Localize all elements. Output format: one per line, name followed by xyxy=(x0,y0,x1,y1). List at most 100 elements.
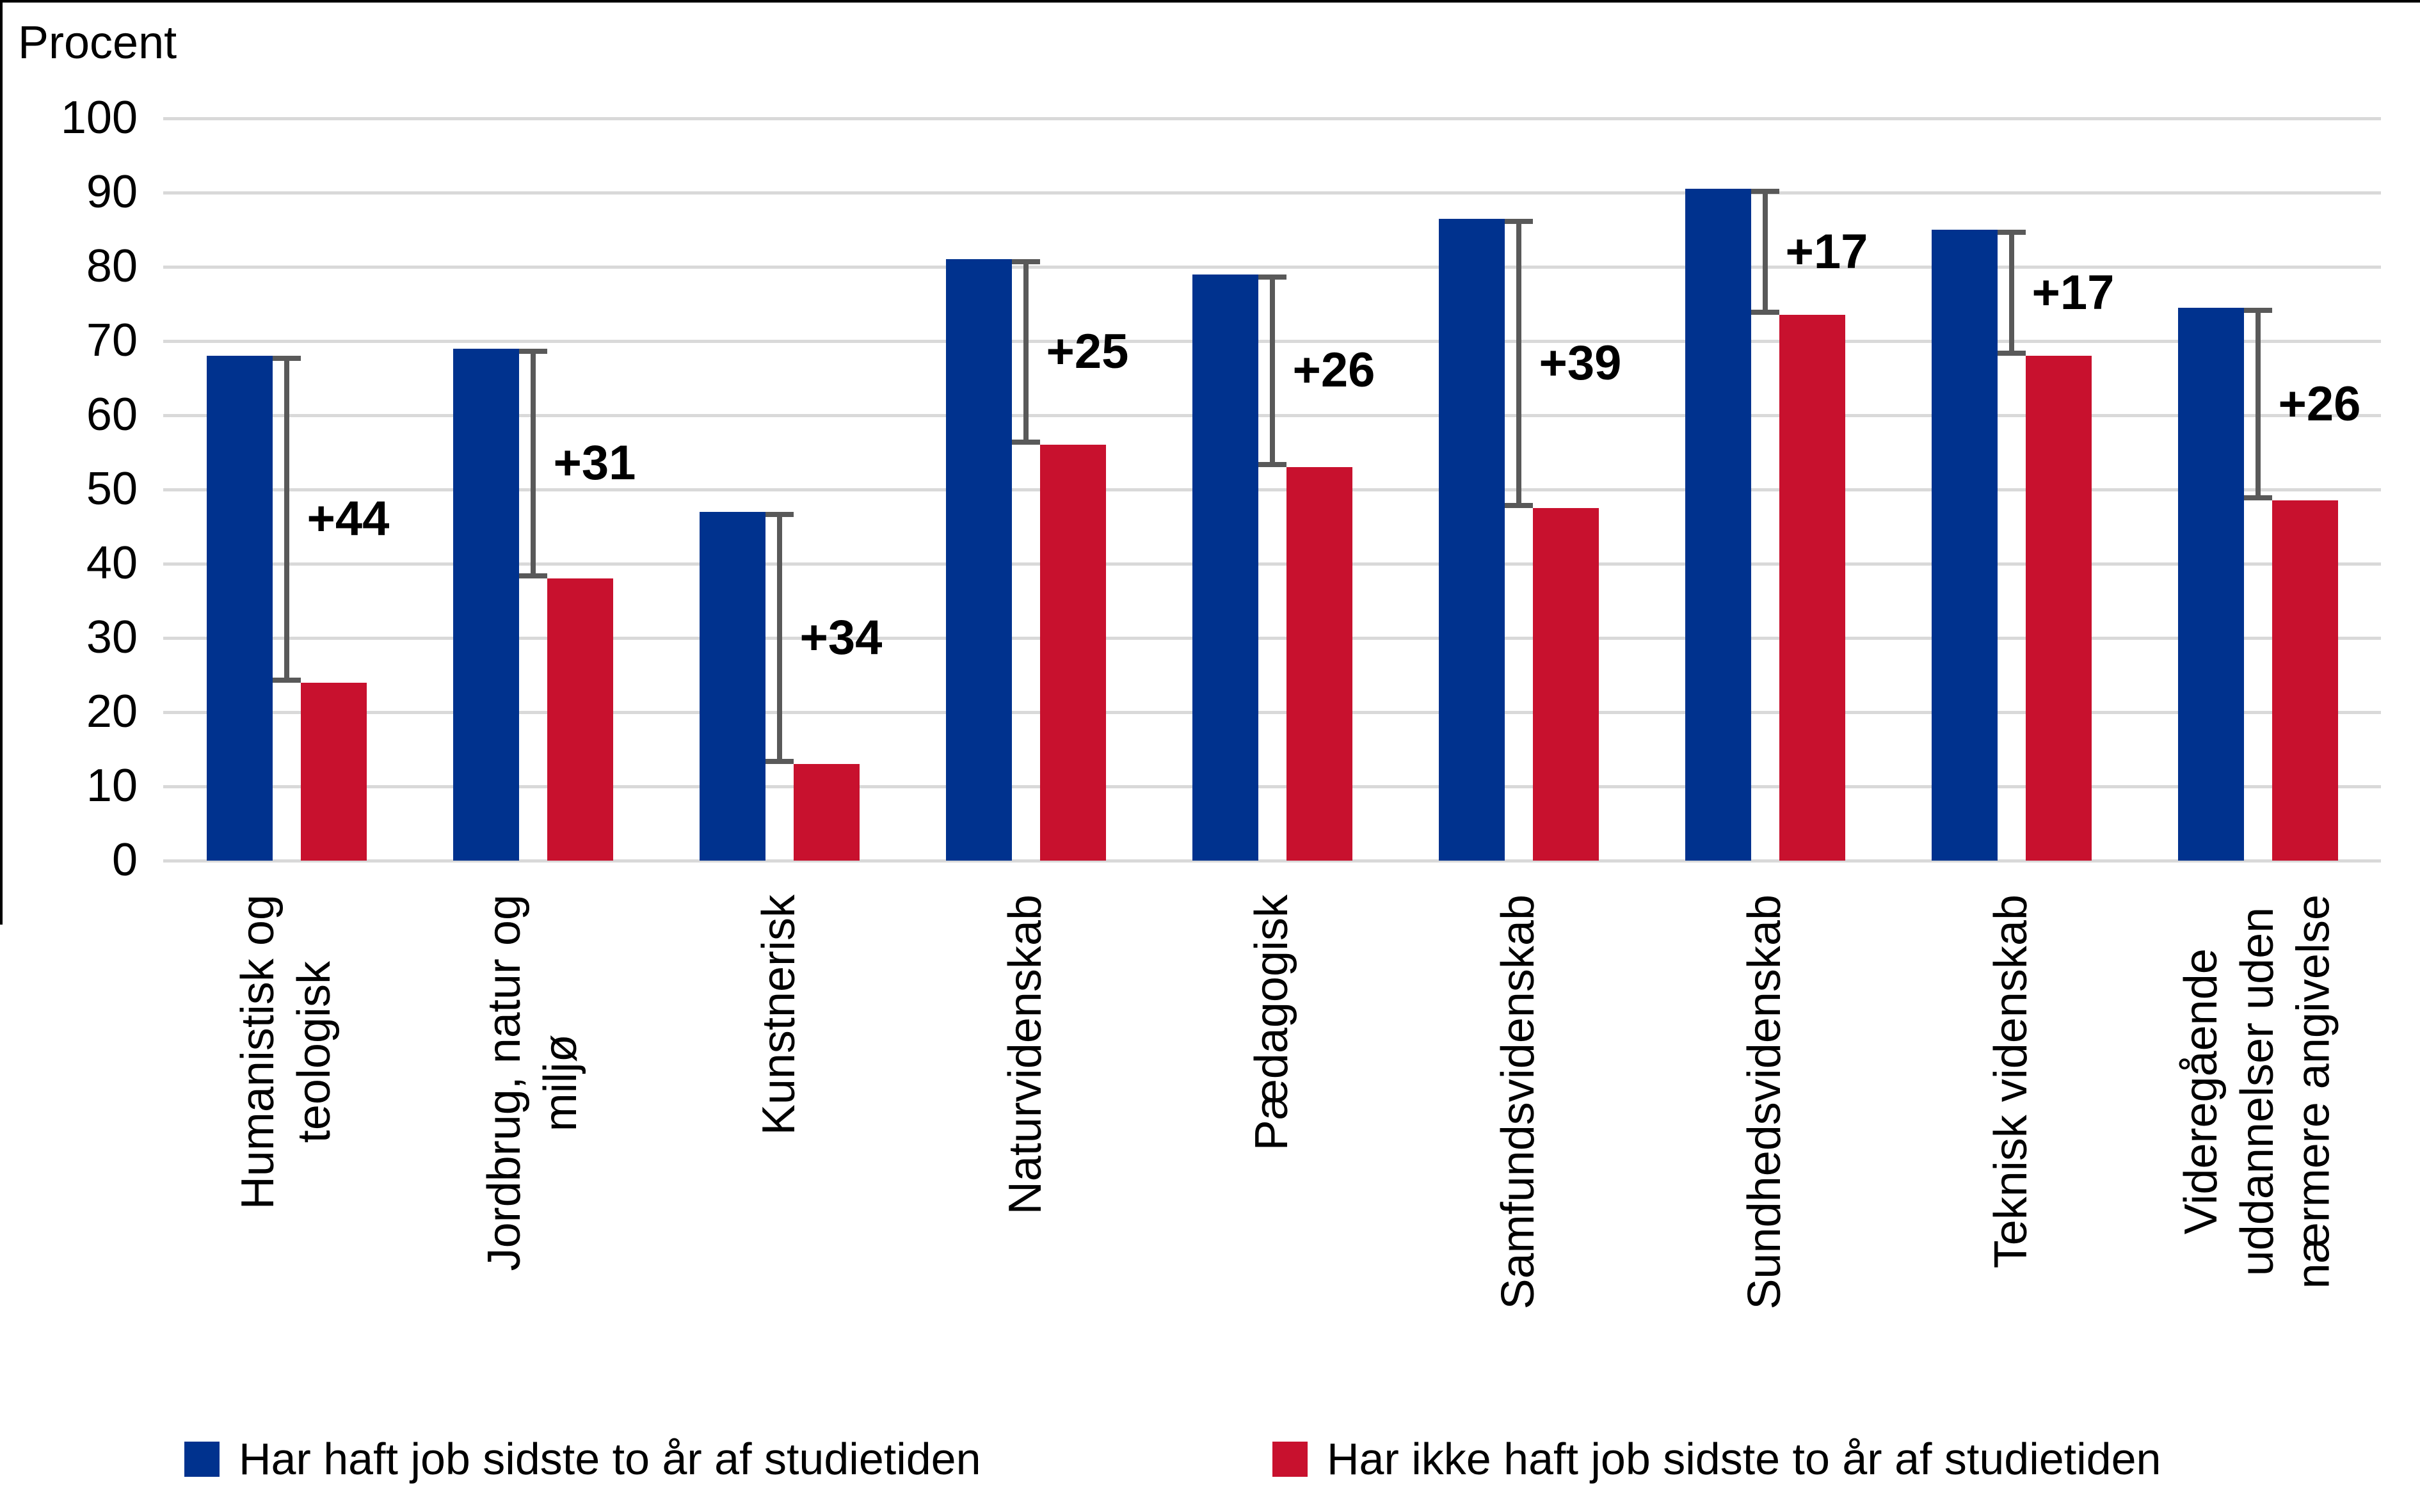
gridline xyxy=(163,191,2381,195)
diff-bracket-cap-bottom xyxy=(2243,495,2272,501)
x-axis-label-cell: Humanistisk og teologisk xyxy=(163,895,410,1387)
x-axis-label: Videregående uddannelser uden nærmere an… xyxy=(2175,895,2339,1289)
diff-label: +25 xyxy=(1046,324,1129,379)
diff-bracket-line xyxy=(1762,189,1768,315)
diff-bracket-line xyxy=(1516,218,1521,508)
y-tick-label: 80 xyxy=(86,241,138,292)
bar-series-0 xyxy=(945,259,1012,861)
diff-bracket-cap-bottom xyxy=(1504,503,1533,508)
y-tick-label: 90 xyxy=(86,166,138,218)
y-tick-label: 70 xyxy=(86,315,138,366)
diff-bracket-cap-top xyxy=(1997,230,2026,235)
x-axis-label-cell: Naturvidenskab xyxy=(902,895,1149,1387)
bar-series-1 xyxy=(1779,315,1845,861)
diff-bracket-line xyxy=(776,511,782,765)
bar-series-1 xyxy=(1532,508,1599,861)
diff-label: +31 xyxy=(553,436,636,491)
diff-bracket-cap-bottom xyxy=(765,759,794,765)
diff-label: +17 xyxy=(2031,265,2115,320)
bar-series-1 xyxy=(547,578,613,861)
y-tick-label: 10 xyxy=(86,760,138,811)
x-axis-label: Teknisk videnskab xyxy=(1985,895,2037,1269)
legend-swatch xyxy=(184,1441,220,1477)
y-tick-label: 40 xyxy=(86,537,138,589)
diff-bracket-cap-top xyxy=(765,511,794,517)
diff-bracket-line xyxy=(1269,274,1275,468)
x-axis-label-cell: Teknisk videnskab xyxy=(1888,895,2135,1387)
diff-bracket-cap-top xyxy=(1504,218,1533,224)
y-axis-title: Procent xyxy=(18,17,177,68)
diff-label: +26 xyxy=(2278,376,2361,431)
gridline xyxy=(163,116,2381,120)
diff-bracket-cap-bottom xyxy=(518,573,547,579)
diff-bracket-cap-top xyxy=(1258,274,1286,280)
y-tick-label: 0 xyxy=(111,834,138,886)
bar-series-1 xyxy=(793,764,860,861)
x-axis-label: Humanistisk og teologisk xyxy=(232,895,340,1210)
bar-series-0 xyxy=(1438,218,1505,861)
diff-bracket-line xyxy=(2008,230,2014,356)
y-tick-label: 100 xyxy=(60,92,138,143)
diff-bracket-line xyxy=(530,348,536,579)
gridline xyxy=(163,784,2381,788)
x-axis-label-cell: Videregående uddannelser uden nærmere an… xyxy=(2135,895,2381,1387)
diff-bracket-cap-top xyxy=(1751,189,1779,195)
x-axis-label-cell: Samfundsvidenskab xyxy=(1395,895,1642,1387)
diff-bracket-cap-top xyxy=(1011,259,1040,265)
diff-bracket-cap-bottom xyxy=(1997,351,2026,356)
gridline xyxy=(163,562,2381,566)
x-axis-label: Jordbrug, natur og miljø xyxy=(478,895,586,1271)
gridline xyxy=(163,636,2381,640)
bar-series-0 xyxy=(1192,274,1258,861)
diff-bracket-cap-bottom xyxy=(1258,462,1286,468)
diff-bracket-line xyxy=(2255,307,2261,501)
bar-series-0 xyxy=(1931,230,1998,861)
x-axis-label-cell: Pædagogisk xyxy=(1149,895,1395,1387)
diff-bracket-line xyxy=(284,356,289,683)
bar-series-1 xyxy=(1039,445,1106,861)
bar-series-1 xyxy=(2025,356,2092,861)
bar-series-0 xyxy=(699,511,765,861)
bar-series-1 xyxy=(300,682,367,861)
bar-series-0 xyxy=(2177,307,2244,861)
diff-label: +17 xyxy=(1785,224,1868,279)
frame-border-top xyxy=(0,0,2420,3)
diff-bracket-cap-bottom xyxy=(1011,440,1040,445)
diff-label: +44 xyxy=(307,491,390,546)
diff-label: +26 xyxy=(1292,343,1375,398)
x-axis-label: Pædagogisk xyxy=(1246,895,1297,1151)
frame-border-left xyxy=(0,0,3,925)
x-axis-label: Samfundsvidenskab xyxy=(1492,895,1544,1310)
legend-label: Har ikke haft job sidste to år af studie… xyxy=(1327,1434,2161,1484)
y-tick-label: 50 xyxy=(86,463,138,514)
legend-swatch xyxy=(1272,1441,1308,1477)
gridline xyxy=(163,488,2381,491)
x-axis-label-cell: Kunstnerisk xyxy=(656,895,902,1387)
y-tick-label: 20 xyxy=(86,686,138,737)
gridline xyxy=(163,710,2381,714)
legend-label: Har haft job sidste to år af studietiden xyxy=(239,1434,981,1484)
x-axis-label: Naturvidenskab xyxy=(999,895,1051,1215)
diff-bracket-cap-bottom xyxy=(272,677,301,683)
diff-bracket-line xyxy=(1023,259,1029,445)
bar-series-1 xyxy=(2272,500,2338,861)
x-axis-label: Sundhedsvidenskab xyxy=(1738,895,1790,1310)
bar-series-0 xyxy=(206,356,273,861)
legend-item: Har haft job sidste to år af studietiden xyxy=(184,1436,981,1481)
y-tick-label: 60 xyxy=(86,389,138,440)
bar-series-0 xyxy=(453,348,519,861)
bar-series-1 xyxy=(1286,467,1352,861)
bar-series-0 xyxy=(1685,189,1751,861)
diff-label: +34 xyxy=(799,610,883,665)
diff-bracket-cap-top xyxy=(518,348,547,354)
gridline xyxy=(163,859,2381,863)
y-tick-label: 30 xyxy=(86,612,138,663)
diff-bracket-cap-top xyxy=(2243,307,2272,313)
gridline xyxy=(163,265,2381,269)
x-axis-label-cell: Jordbrug, natur og miljø xyxy=(410,895,656,1387)
x-axis-label: Kunstnerisk xyxy=(753,895,805,1136)
legend-item: Har ikke haft job sidste to år af studie… xyxy=(1272,1436,2161,1481)
diff-bracket-cap-top xyxy=(272,356,301,362)
x-axis-label-cell: Sundhedsvidenskab xyxy=(1642,895,1888,1387)
